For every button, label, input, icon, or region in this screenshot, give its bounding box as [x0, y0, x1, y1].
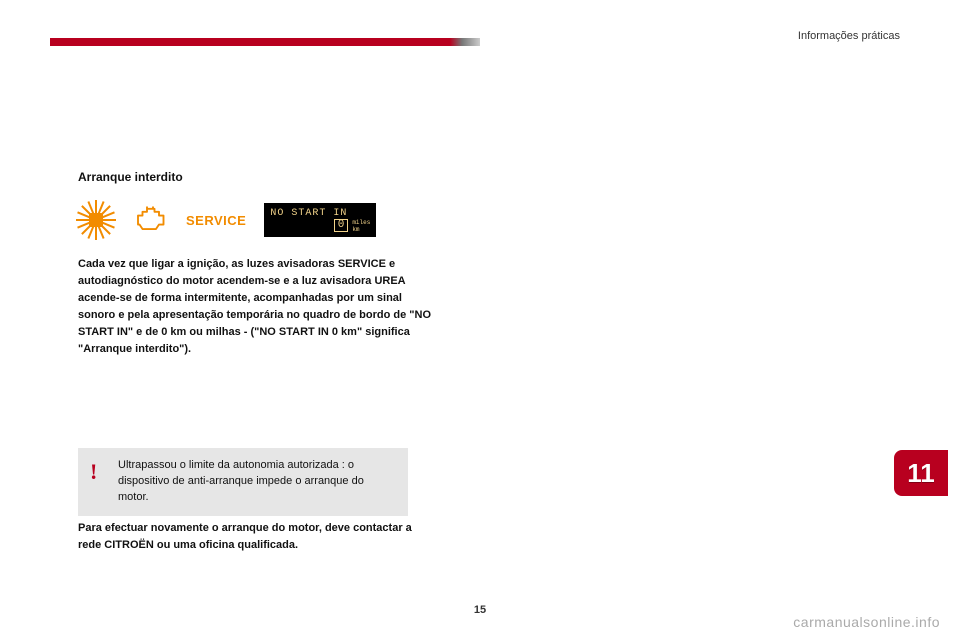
chapter-tab: 11	[894, 450, 948, 496]
warning-exclamation-icon: !	[90, 456, 97, 488]
watermark: carmanualsonline.info	[793, 614, 940, 630]
lcd-digit: 0	[334, 219, 349, 232]
section-body: Cada vez que ligar a ignição, as luzes a…	[78, 256, 438, 358]
chapter-number: 11	[907, 458, 935, 489]
page: Informações práticas Arranque interdito …	[0, 0, 960, 640]
category-label: Informações práticas	[798, 30, 900, 42]
indicator-row: SERVICE NO START IN 0 miles km	[78, 202, 438, 238]
dashboard-lcd: NO START IN 0 miles km	[264, 203, 376, 237]
warning-text: Ultrapassou o limite da autonomia autori…	[118, 458, 396, 506]
service-indicator-icon: SERVICE	[186, 213, 246, 228]
lcd-units-km: km	[352, 226, 359, 233]
lcd-line1: NO START IN	[270, 208, 370, 219]
top-bar-fade	[450, 38, 480, 46]
top-bar-red	[50, 38, 450, 46]
lcd-line2: 0 miles km	[270, 219, 370, 233]
after-warning-text: Para efectuar novamente o arranque do mo…	[78, 520, 418, 553]
urea-warning-icon	[78, 202, 114, 238]
page-number: 15	[474, 604, 486, 616]
lcd-units-miles: miles	[352, 219, 370, 226]
engine-check-icon	[132, 206, 168, 234]
warning-box: ! Ultrapassou o limite da autonomia auto…	[78, 448, 408, 516]
main-content: Arranque interdito SERVICE NO START IN 0…	[78, 170, 438, 358]
section-title: Arranque interdito	[78, 170, 438, 184]
